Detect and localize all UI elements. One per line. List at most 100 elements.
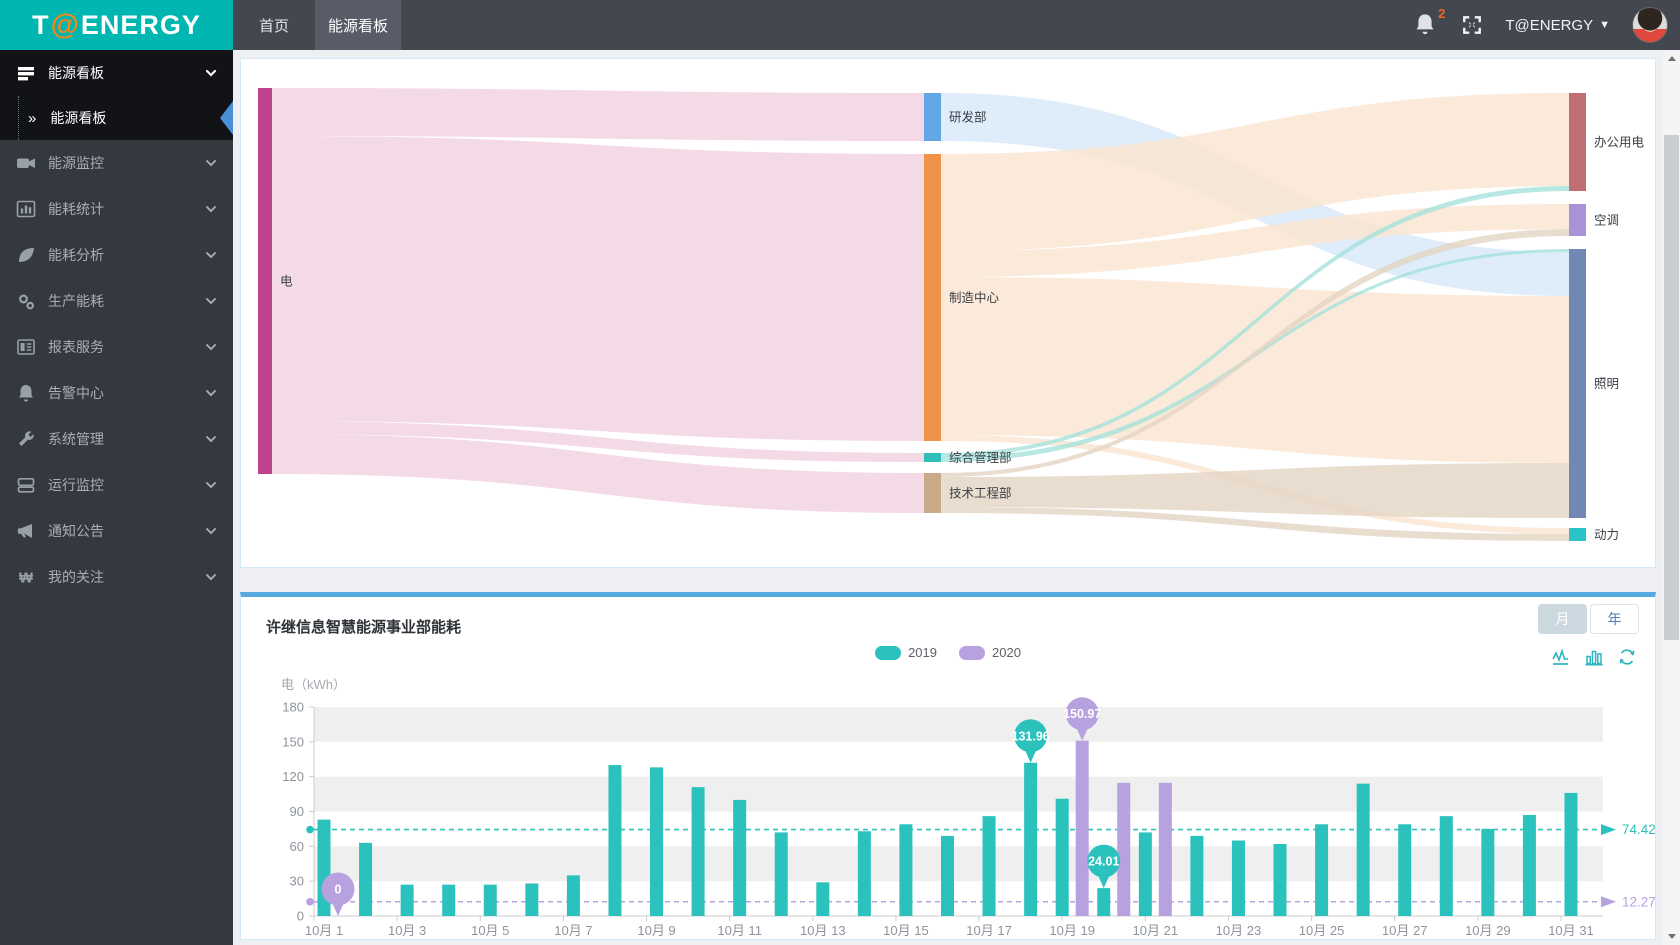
bar-2019[interactable]	[400, 884, 414, 916]
sankey-link	[941, 229, 1569, 477]
sankey-node-label: 制造中心	[949, 290, 1000, 305]
bar-chart-icon[interactable]	[1584, 647, 1604, 667]
legend-item-2019[interactable]: 2019	[875, 645, 937, 660]
bar-2019[interactable]	[1055, 798, 1069, 916]
bar-2019[interactable]	[899, 824, 913, 916]
sidebar-menu: 能源监控 能耗统计 能耗分析 生产能耗 报表服务告警中心系统管理 运行监控通知公告 ₩ 我的关…	[0, 140, 233, 600]
sidebar-item-label: 通知公告	[48, 523, 104, 539]
sidebar-item-production-energy[interactable]: 生产能耗	[0, 278, 233, 324]
x-tick-label: 10月 23	[1216, 923, 1262, 938]
bell-icon	[1416, 14, 1434, 35]
sidebar-item-notice[interactable]: 通知公告	[0, 508, 233, 554]
sidebar-item-energy-analysis[interactable]: 能耗分析	[0, 232, 233, 278]
sidebar-item-report-service[interactable]: 报表服务	[0, 324, 233, 370]
bar-2019[interactable]	[1138, 832, 1152, 916]
fullscreen-icon[interactable]	[1461, 14, 1483, 36]
bar-2019[interactable]	[1190, 835, 1204, 916]
notification-bell-button[interactable]: 2	[1413, 6, 1445, 38]
megaphone-icon	[17, 524, 32, 538]
sankey-node	[924, 93, 941, 141]
scrollbar-thumb[interactable]	[1664, 135, 1679, 640]
sidebar-item-label: 告警中心	[48, 385, 104, 401]
chevron-down-icon	[206, 574, 216, 581]
bar-2019[interactable]	[1315, 824, 1329, 916]
chevron-down-icon	[206, 160, 216, 167]
y-tick-label: 0	[297, 909, 304, 924]
bar-2019[interactable]	[940, 835, 954, 916]
scroll-up-button[interactable]	[1663, 50, 1680, 67]
y-tick-label: 90	[290, 804, 304, 819]
server-icon	[17, 477, 35, 493]
sidebar-item-operation-monitor[interactable]: 运行监控	[0, 462, 233, 508]
bar-2019[interactable]	[608, 765, 622, 916]
bar-2019[interactable]	[733, 799, 747, 916]
bar-2020[interactable]	[1117, 782, 1131, 916]
bar-2019[interactable]	[359, 842, 373, 916]
tab-home[interactable]: 首页	[243, 0, 305, 50]
sidebar-item-alarm-center[interactable]: 告警中心	[0, 370, 233, 416]
bar-2019[interactable]	[982, 816, 996, 916]
sidebar-item-my-follow[interactable]: ₩ 我的关注	[0, 554, 233, 600]
scroll-down-button[interactable]	[1663, 928, 1680, 945]
x-tick-label: 10月 3	[388, 923, 426, 938]
y-tick-label: 30	[290, 874, 304, 889]
chart-legend: 2019 2020	[241, 645, 1655, 660]
bar-2019[interactable]	[1356, 783, 1370, 916]
chart-icon	[16, 200, 36, 218]
chevron-down-icon	[206, 528, 216, 535]
sidebar-item-energy-monitor[interactable]: 能源监控	[0, 140, 233, 186]
grid-band	[314, 846, 1603, 882]
sidebar-item-energy-board[interactable]: » 能源看板	[0, 96, 233, 140]
bar-2019[interactable]	[1024, 762, 1038, 916]
sidebar-group-label: 能源看板	[48, 65, 104, 81]
line-chart-icon[interactable]	[1551, 647, 1571, 667]
leaf-icon	[19, 248, 34, 262]
chevron-down-icon	[206, 482, 216, 489]
bar-2019[interactable]	[1481, 828, 1495, 916]
card-title: 许继信息智慧能源事业部能耗	[266, 619, 462, 636]
wrench-icon	[19, 431, 34, 446]
bar-2019[interactable]	[1439, 816, 1453, 916]
bar-2020[interactable]	[1075, 740, 1089, 916]
sidebar-item-energy-stats[interactable]: 能耗统计	[0, 186, 233, 232]
month-button[interactable]: 月	[1538, 604, 1587, 634]
bar-2019[interactable]	[774, 832, 788, 916]
camera-icon	[17, 158, 35, 168]
grid-band	[314, 776, 1603, 812]
bar-2019[interactable]	[1398, 824, 1412, 916]
bar-2019[interactable]	[816, 882, 830, 916]
bar-2019[interactable]	[442, 884, 456, 916]
bar-2019[interactable]	[525, 883, 539, 916]
bar-2019[interactable]	[566, 875, 580, 916]
sankey-node	[1569, 204, 1586, 236]
sankey-node-label: 照明	[1594, 377, 1619, 391]
page-scrollbar[interactable]	[1663, 50, 1680, 945]
user-avatar[interactable]	[1632, 7, 1668, 43]
username-label: T@ENERGY	[1505, 16, 1594, 34]
bar-2019[interactable]	[1564, 792, 1578, 916]
sankey-node	[1569, 528, 1586, 541]
energy-bar-card: 许继信息智慧能源事业部能耗 月 年 2019 2020 0 30 60 90 1	[240, 592, 1656, 940]
bar-2019[interactable]	[483, 884, 497, 916]
marker-balloon	[321, 872, 355, 906]
bar-2019[interactable]	[1231, 840, 1245, 916]
tab-energy-board[interactable]: 能源看板	[315, 0, 401, 50]
tab-home-label: 首页	[258, 17, 289, 35]
y-tick-label: 150	[282, 734, 304, 749]
legend-item-2020[interactable]: 2020	[959, 645, 1021, 660]
bar-2019[interactable]	[1273, 844, 1287, 916]
bar-2019[interactable]	[650, 767, 664, 916]
bar-2020[interactable]	[1158, 782, 1172, 916]
year-button[interactable]: 年	[1590, 604, 1639, 634]
average-arrow-icon	[1601, 824, 1616, 836]
user-menu[interactable]: T@ENERGY ▼	[1505, 17, 1610, 34]
x-tick-label: 10月 13	[800, 923, 846, 938]
bar-2019[interactable]	[857, 831, 871, 916]
sidebar-group-energy-board[interactable]: 能源看板	[0, 50, 233, 96]
refresh-icon[interactable]	[1617, 647, 1637, 667]
chevron-down-icon	[206, 344, 216, 351]
bar-2019[interactable]	[691, 787, 705, 916]
bar-2019[interactable]	[1097, 888, 1111, 916]
bar-2019[interactable]	[1522, 814, 1536, 916]
sidebar-item-system-management[interactable]: 系统管理	[0, 416, 233, 462]
